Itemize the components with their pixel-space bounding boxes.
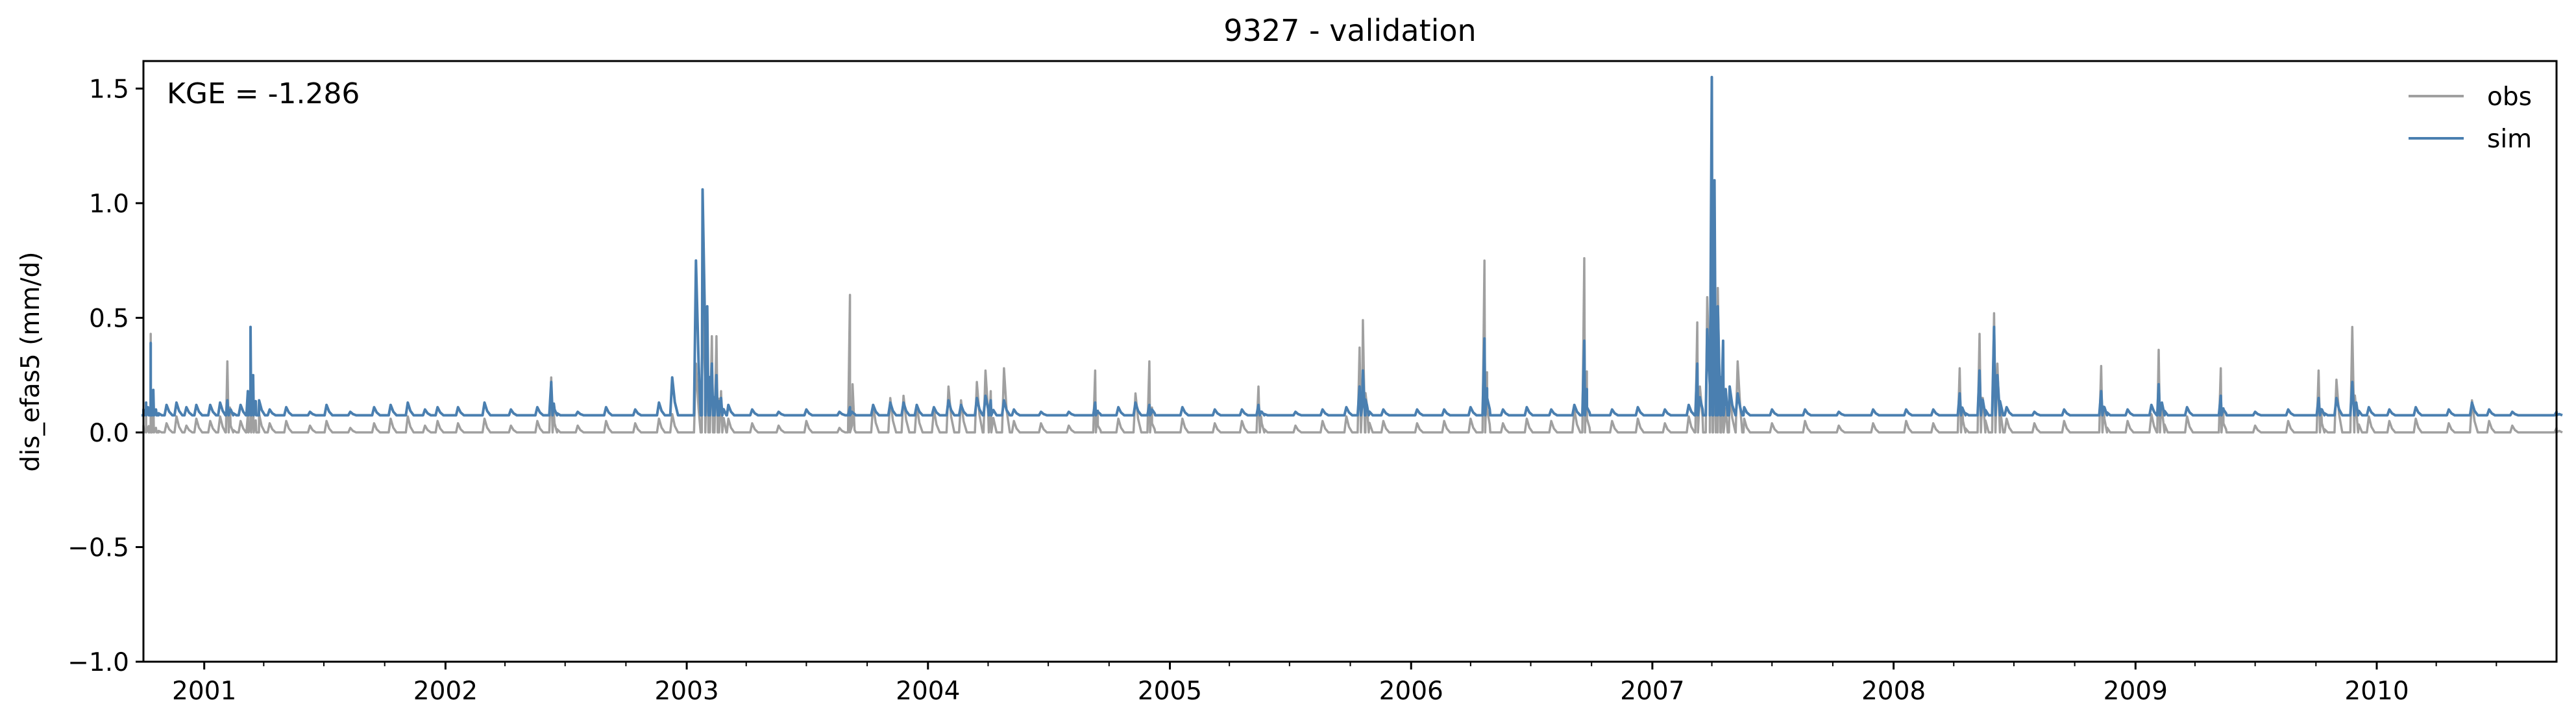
plot-area: [141, 75, 2563, 434]
x-tick-label: 2003: [654, 677, 718, 706]
x-tick-label: 2005: [1138, 677, 1202, 706]
x-tick-label: 2002: [413, 677, 478, 706]
plot-frame: [142, 60, 2558, 663]
y-tick-label: 1.0: [89, 190, 129, 219]
y-tick-label: 0.0: [89, 419, 129, 448]
x-tick-label: 2004: [896, 677, 960, 706]
kge-annotation: KGE = -1.286: [167, 77, 360, 110]
y-tick-label: −1.0: [67, 648, 129, 677]
y-tick-label: 1.5: [89, 75, 129, 104]
chart-title: 9327 - validation: [1223, 13, 1476, 48]
y-tick-label: −0.5: [67, 533, 129, 562]
x-tick-label: 2010: [2344, 677, 2409, 706]
y-tick-label: 0.5: [89, 304, 129, 333]
legend-sim-label: sim: [2487, 125, 2532, 154]
x-tick-label: 2008: [1861, 677, 1926, 706]
legend: obs sim: [2409, 82, 2532, 154]
axes: −1.0 −0.5 0.0 0.5 1.0 1.5 2001 2002 2003 2004 2005…: [67, 75, 2497, 706]
legend-obs-label: obs: [2487, 82, 2532, 112]
series-sim-line: [141, 75, 2563, 417]
x-tick-label: 2001: [172, 677, 236, 706]
series-obs-line: [141, 220, 2563, 434]
y-axis-label: dis_efas5 (mm/d): [16, 252, 45, 472]
x-tick-label: 2006: [1379, 677, 1443, 706]
x-tick-label: 2007: [1620, 677, 1684, 706]
x-tick-label: 2009: [2104, 677, 2168, 706]
